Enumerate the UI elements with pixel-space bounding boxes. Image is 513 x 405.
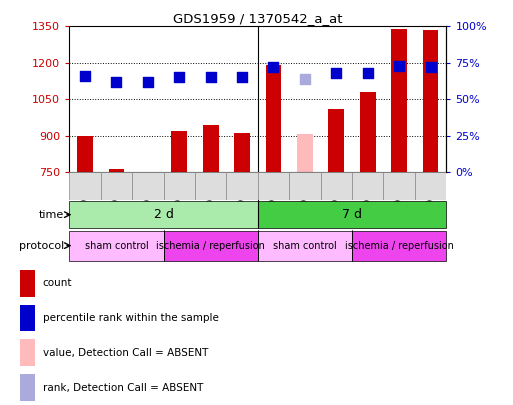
Bar [109, 169, 124, 172]
Text: protocol: protocol [19, 241, 64, 251]
Bar [258, 201, 446, 228]
Bar [415, 172, 446, 200]
Point [112, 79, 121, 85]
Bar [258, 172, 289, 200]
Point [81, 72, 89, 79]
Bar [352, 172, 383, 200]
Text: count: count [43, 278, 72, 288]
Bar [297, 134, 313, 172]
Bar [234, 133, 250, 172]
Bar [69, 231, 164, 260]
Bar [360, 92, 376, 172]
Bar [164, 231, 258, 260]
Bar [203, 125, 219, 172]
Bar [391, 29, 407, 172]
Point [332, 70, 341, 76]
Bar [20, 305, 35, 331]
Text: value, Detection Call = ABSENT: value, Detection Call = ABSENT [43, 348, 208, 358]
Bar [423, 30, 439, 172]
Bar [195, 172, 226, 200]
Bar [69, 201, 258, 228]
Bar [328, 109, 344, 172]
Text: sham control: sham control [273, 241, 337, 251]
Bar [321, 172, 352, 200]
Bar [383, 172, 415, 200]
Bar [164, 172, 195, 200]
Text: time: time [39, 210, 64, 220]
Bar [101, 172, 132, 200]
Bar [77, 136, 93, 172]
Text: ischemia / reperfusion: ischemia / reperfusion [345, 241, 453, 251]
Point [269, 64, 278, 70]
Bar [266, 65, 281, 172]
Bar [171, 131, 187, 172]
Bar [258, 231, 352, 260]
Point [175, 74, 183, 81]
Point [207, 74, 215, 81]
Bar [20, 374, 35, 401]
Bar [69, 172, 101, 200]
Text: percentile rank within the sample: percentile rank within the sample [43, 313, 219, 323]
Text: 7 d: 7 d [342, 208, 362, 221]
Text: rank, Detection Call = ABSENT: rank, Detection Call = ABSENT [43, 383, 203, 392]
Bar [20, 339, 35, 366]
Text: 2 d: 2 d [153, 208, 173, 221]
Bar [226, 172, 258, 200]
Point [144, 79, 152, 85]
Bar [20, 270, 35, 297]
Bar [289, 172, 321, 200]
Text: ischemia / reperfusion: ischemia / reperfusion [156, 241, 265, 251]
Point [301, 76, 309, 82]
Bar [352, 231, 446, 260]
Text: sham control: sham control [85, 241, 148, 251]
Bar [132, 172, 164, 200]
Point [364, 70, 372, 76]
Title: GDS1959 / 1370542_a_at: GDS1959 / 1370542_a_at [173, 12, 343, 25]
Point [238, 74, 246, 81]
Point [395, 62, 403, 69]
Point [426, 64, 435, 70]
